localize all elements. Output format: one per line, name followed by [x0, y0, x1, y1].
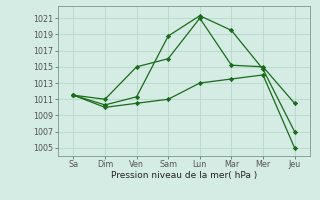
X-axis label: Pression niveau de la mer( hPa ): Pression niveau de la mer( hPa ) — [111, 171, 257, 180]
